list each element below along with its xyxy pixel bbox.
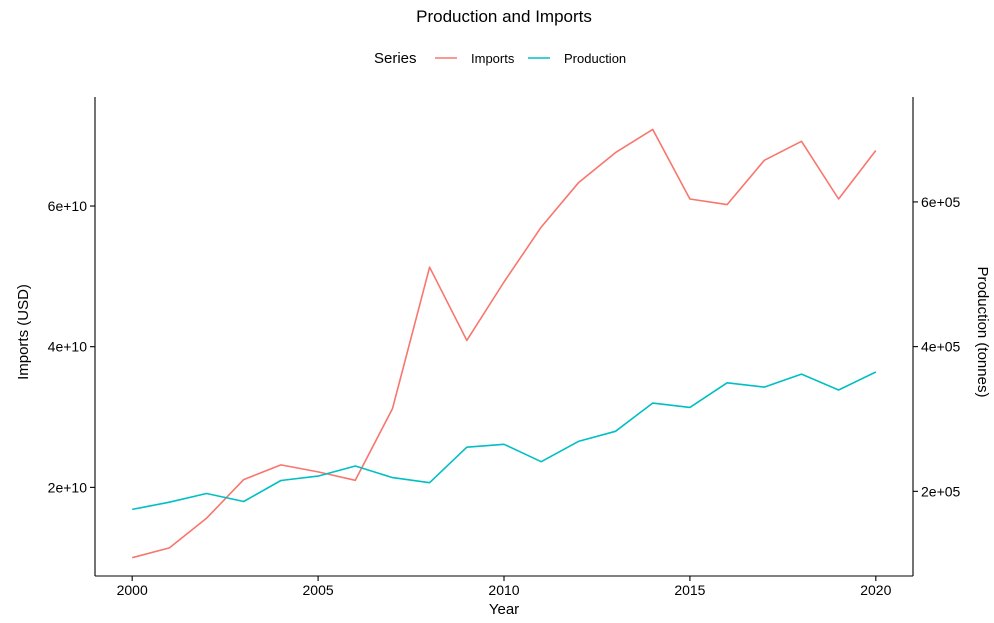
x-tick-label: 2015 bbox=[674, 582, 705, 598]
y-right-tick-label: 2e+05 bbox=[921, 483, 961, 499]
series-line-imports bbox=[131, 128, 877, 559]
legend-title: Series bbox=[374, 50, 417, 67]
x-tick-label: 2005 bbox=[303, 582, 334, 598]
y-axis-left-label: Imports (USD) bbox=[15, 284, 32, 380]
legend-label-production: Production bbox=[564, 51, 626, 66]
x-tick-label: 2000 bbox=[117, 582, 148, 598]
y-left-tick-label: 6e+10 bbox=[48, 198, 88, 214]
y-right-tick-label: 6e+05 bbox=[921, 194, 961, 210]
x-axis-label: Year bbox=[489, 601, 519, 618]
legend: Series Imports Production bbox=[374, 50, 626, 67]
y-left-tick-label: 4e+10 bbox=[48, 339, 88, 355]
legend-label-imports: Imports bbox=[471, 51, 515, 66]
y-right-tick-label: 4e+05 bbox=[921, 339, 961, 355]
x-tick-label: 2020 bbox=[860, 582, 891, 598]
chart-title: Production and Imports bbox=[416, 7, 592, 26]
plot-area: 2000 2005 2010 2015 2020 2e+10 4e+10 6e+10 2e+05… bbox=[48, 97, 961, 598]
y-left-tick-label: 2e+10 bbox=[48, 479, 88, 495]
x-tick-label: 2010 bbox=[488, 582, 519, 598]
y-axis-right-label: Production (tonnes) bbox=[974, 267, 991, 398]
series-line-production bbox=[132, 371, 877, 511]
